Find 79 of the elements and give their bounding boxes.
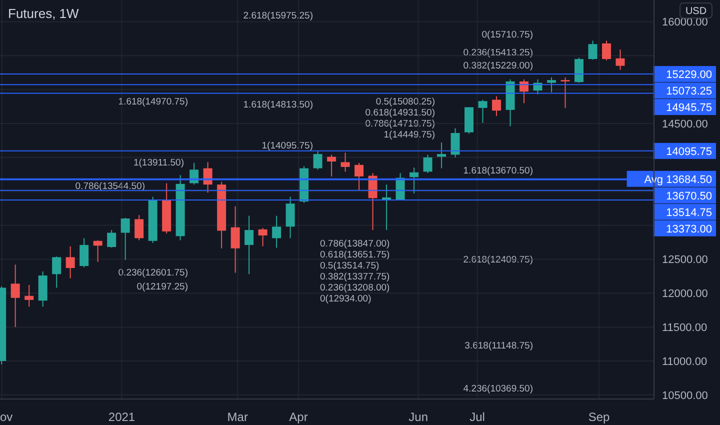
candlestick — [66, 246, 75, 279]
annotation: 0.618(13651.75) — [320, 250, 390, 260]
candlestick — [616, 49, 625, 70]
candlestick — [244, 215, 254, 275]
ref-line-label: 13373.00 — [666, 223, 712, 236]
candlestick — [423, 154, 432, 174]
y-tick-label: 12500.00 — [662, 254, 708, 266]
annotation: 1.618(13670.50) — [463, 166, 533, 176]
annotation: 0.236(13208.00) — [320, 282, 390, 294]
candlestick — [450, 128, 460, 158]
y-tick-label: 12000.00 — [662, 288, 708, 300]
candlestick — [272, 215, 282, 248]
annotation: 0(15710.75) — [482, 30, 533, 40]
candlestick — [93, 240, 102, 262]
annotation: 0(12934.00) — [320, 294, 372, 304]
candlestick — [134, 214, 144, 241]
candlestick — [80, 238, 89, 268]
annotation: 0(12197.25) — [136, 282, 188, 292]
annotation: 0.236(12601.75) — [118, 268, 188, 278]
candlestick — [10, 264, 20, 328]
candlestick — [24, 284, 34, 308]
candlestick — [574, 57, 584, 84]
y-tick-label: 11000.00 — [662, 356, 708, 368]
candlestick — [107, 230, 116, 248]
candlestick — [410, 167, 419, 194]
annotation: 2.618(12409.75) — [463, 254, 533, 266]
y-tick-label: 11500.00 — [662, 322, 708, 334]
x-tick-label: Jul — [470, 410, 485, 424]
annotation: 0.382(13377.75) — [320, 272, 390, 282]
ref-line-label: 15229.00 — [666, 69, 712, 82]
candlestick — [437, 142, 446, 169]
candlestick — [327, 154, 336, 177]
candlestick — [602, 40, 611, 61]
candlestick — [286, 196, 295, 239]
annotation: 0.786(14719.75) — [365, 118, 435, 130]
text: Futures, 1W — [8, 6, 79, 21]
annotation: 0.786(13847.00) — [320, 238, 390, 250]
annotation: 1(13911.50) — [133, 158, 184, 168]
annotation: 0.5(15080.25) — [376, 96, 435, 108]
candlestick — [547, 76, 556, 93]
annotation: 1.618(14970.75) — [118, 96, 188, 108]
annotation: 4.236(10369.50) — [463, 384, 533, 394]
y-tick-label: 16000.00 — [662, 16, 708, 29]
candlestick — [354, 162, 364, 190]
candlestick — [340, 152, 350, 172]
candlestick — [478, 99, 488, 124]
y-tick-label: 10500.00 — [662, 390, 708, 402]
annotation: 0.618(14931.50) — [365, 108, 435, 118]
x-tick-label: Sep — [588, 410, 610, 424]
candlestick — [313, 150, 322, 170]
ref-line-label: 14095.75 — [666, 146, 712, 158]
annotation: 1(14095.75) — [262, 140, 313, 152]
y-tick-label: 14500.00 — [662, 118, 708, 130]
candlestick — [230, 206, 240, 274]
ref-line-label: 14945.75 — [666, 102, 712, 114]
candlestick — [588, 40, 598, 60]
candlestick — [258, 228, 268, 247]
annotation: 3.618(11148.75) — [464, 340, 533, 352]
x-tick-label: Jun — [408, 410, 428, 424]
candlestick — [382, 184, 392, 231]
candlestick — [52, 256, 62, 288]
x-tick-label: ov — [0, 410, 13, 424]
x-tick-label: Mar — [227, 410, 248, 424]
annotation: 0.5(13514.75) — [320, 260, 380, 272]
ref-line-label: 13514.75 — [666, 206, 712, 219]
annotation: 2.618(15975.25) — [243, 10, 313, 22]
x-tick-label: Apr — [289, 410, 308, 424]
annotation: 0.382(15229.00) — [463, 60, 533, 72]
text: USD — [685, 6, 707, 17]
annotation: 0.236(15413.25) — [463, 48, 533, 58]
ref-line-label: 15073.25 — [666, 86, 712, 98]
annotation: 1.618(14813.50) — [243, 100, 313, 110]
ref-line-label: 13670.50 — [666, 190, 712, 202]
x-tick-label: 2021 — [108, 410, 136, 424]
candlestick — [560, 76, 570, 108]
annotation: 1(14449.75) — [384, 130, 435, 140]
candlestick — [120, 217, 130, 260]
annotation: 0.786(13544.50) — [75, 180, 145, 192]
candlestick — [492, 96, 502, 117]
